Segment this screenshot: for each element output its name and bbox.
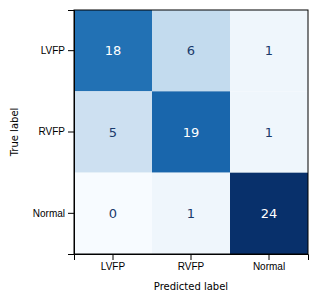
heatmap-cell bbox=[74, 10, 152, 91]
plot-frame bbox=[74, 10, 308, 254]
data-label: 24 bbox=[261, 206, 278, 221]
tick: RVFP bbox=[39, 126, 75, 137]
y-axis: LVFP RVFP Normal bbox=[33, 11, 75, 255]
tick: Normal bbox=[253, 254, 285, 272]
heatmap-cell bbox=[230, 173, 308, 254]
x-axis: LVFP RVFP Normal bbox=[75, 254, 309, 272]
axis-line bbox=[75, 255, 309, 261]
data-label: 1 bbox=[265, 125, 273, 140]
heatmap-cell bbox=[152, 10, 230, 91]
tick-mark bbox=[68, 132, 74, 133]
data-label: 5 bbox=[109, 125, 117, 140]
data-label: 19 bbox=[183, 125, 200, 140]
data-label: 6 bbox=[187, 43, 195, 58]
tick-mark bbox=[191, 254, 192, 260]
tick-label: Normal bbox=[33, 208, 65, 219]
heatmap-cell bbox=[152, 91, 230, 172]
tick-mark bbox=[269, 254, 270, 260]
tick-label: LVFP bbox=[101, 261, 126, 272]
tick: RVFP bbox=[178, 254, 205, 272]
tick-mark bbox=[68, 50, 74, 51]
heatmap-cell bbox=[74, 173, 152, 254]
plot: 186151910124LVFPRVFPNormalLVFPRVFPNormal bbox=[33, 10, 309, 272]
data-label: 1 bbox=[187, 206, 195, 221]
axis-line bbox=[68, 11, 75, 255]
tick: Normal bbox=[33, 208, 74, 219]
tick-label: Normal bbox=[253, 261, 285, 272]
tick: LVFP bbox=[41, 45, 74, 56]
heatmap-cell bbox=[74, 91, 152, 172]
chart: 186151910124LVFPRVFPNormalLVFPRVFPNormal… bbox=[0, 0, 320, 300]
tick-mark bbox=[68, 213, 74, 214]
tick-label: RVFP bbox=[39, 126, 66, 137]
data-label: 0 bbox=[109, 206, 117, 221]
heatmap-cell bbox=[230, 91, 308, 172]
data-labels: 186151910124 bbox=[105, 43, 278, 221]
heatmap-cell bbox=[230, 10, 308, 91]
heatmap-cell bbox=[152, 173, 230, 254]
data-label: 1 bbox=[265, 43, 273, 58]
tick-label: RVFP bbox=[178, 261, 205, 272]
cells bbox=[74, 10, 308, 254]
tick: LVFP bbox=[101, 254, 126, 272]
tick-mark bbox=[113, 254, 114, 260]
data-label: 18 bbox=[105, 43, 122, 58]
tick-label: LVFP bbox=[41, 45, 66, 56]
y-axis-title: True label bbox=[9, 108, 20, 158]
x-axis-title: Predicted label bbox=[154, 281, 228, 292]
